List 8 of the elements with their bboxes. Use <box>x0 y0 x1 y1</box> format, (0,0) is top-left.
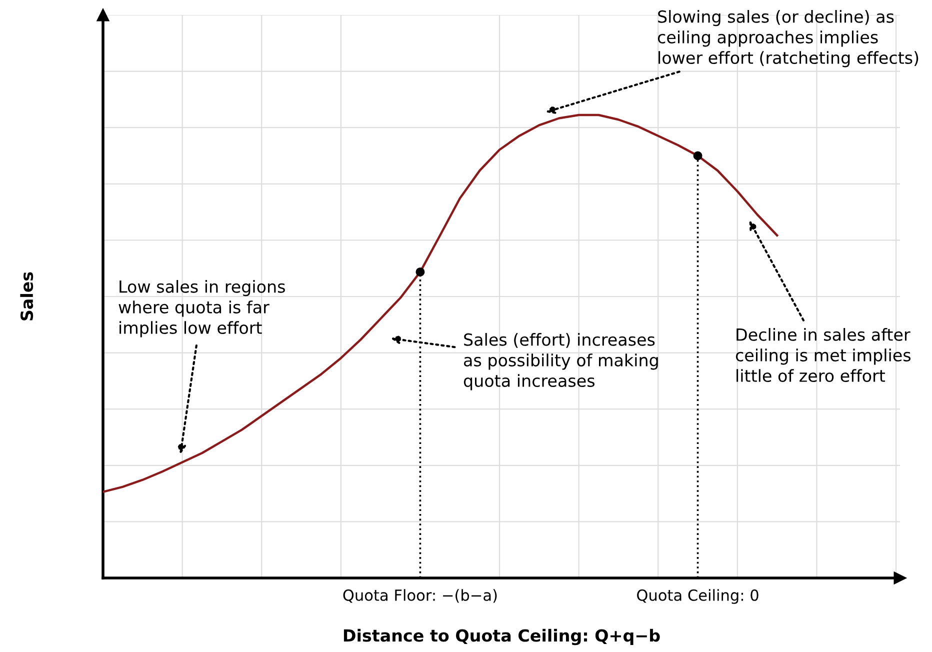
x-tick-label: Quota Ceiling: 0 <box>637 589 758 604</box>
x-axis-title: Distance to Quota Ceiling: Q+q−b <box>344 628 660 646</box>
y-axis-title: Sales <box>20 272 34 320</box>
text: Slowing sales (or decline) as ceiling approaches implies lower effort (ratcheting effects) <box>658 10 918 68</box>
annotation: Sales (effort) increases as possibility of making quota increases <box>464 333 658 390</box>
annotation: Low sales in regions where quota is far implies low effort <box>118 280 285 338</box>
annotation: Decline in sales after ceiling is met implies little of zero effort <box>736 328 911 382</box>
x-tick-label: Quota Floor: −(b−a) <box>343 589 497 603</box>
